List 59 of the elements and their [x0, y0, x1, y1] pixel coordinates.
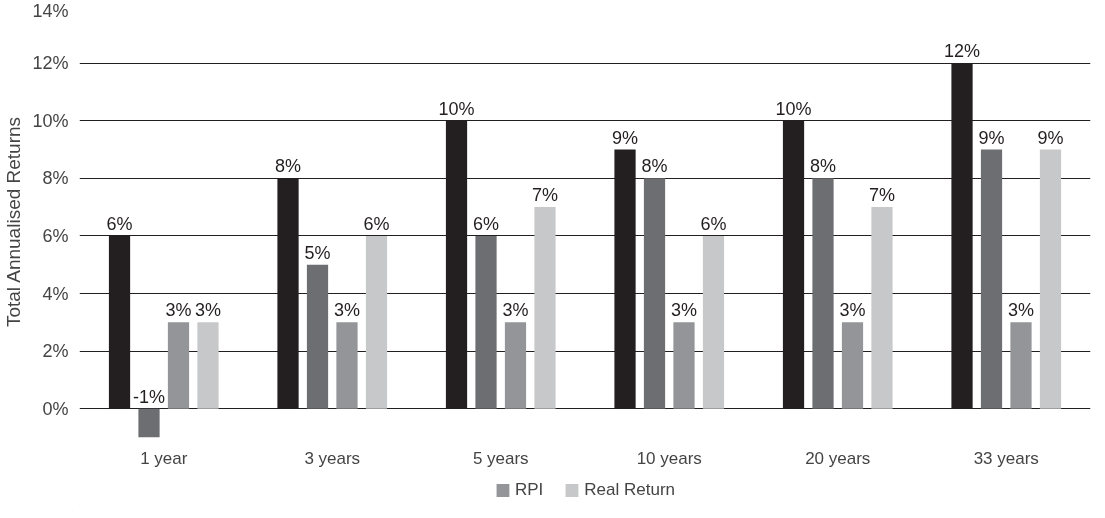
- data-label: 12%: [944, 41, 981, 62]
- bar: [336, 322, 358, 409]
- x-tick-label: 5 years: [472, 448, 529, 468]
- bar: [365, 235, 388, 409]
- y-tick-label: 2%: [42, 341, 69, 362]
- bar: [702, 235, 725, 409]
- data-label: 10%: [438, 98, 475, 119]
- legend-label: RPI: [514, 480, 544, 500]
- data-label: 3%: [839, 300, 866, 321]
- data-label: 3%: [194, 300, 221, 321]
- data-label: 6%: [700, 213, 727, 234]
- data-label: 3%: [502, 300, 529, 321]
- x-tick-label: 3 years: [304, 448, 361, 468]
- y-axis-title: Total Annualised Returns: [3, 116, 25, 328]
- data-label: 8%: [275, 156, 302, 177]
- data-label: 8%: [810, 156, 837, 177]
- bar: [306, 264, 329, 409]
- data-label: 7%: [868, 185, 895, 206]
- y-tick-label: 14%: [32, 0, 69, 21]
- bar: [197, 322, 219, 409]
- bar: [643, 178, 666, 409]
- data-label: 3%: [1007, 300, 1034, 321]
- y-tick-label: 12%: [32, 53, 69, 74]
- x-tick-label: 33 years: [973, 448, 1039, 468]
- data-label: 3%: [165, 300, 192, 321]
- bar: [673, 322, 695, 409]
- data-label: 3%: [670, 300, 697, 321]
- y-tick-label: 10%: [32, 110, 69, 131]
- data-label: -1%: [133, 386, 166, 407]
- data-label: 6%: [363, 213, 390, 234]
- bar: [534, 207, 556, 409]
- x-tick-label: 20 years: [805, 448, 871, 468]
- data-label: 10%: [775, 98, 812, 119]
- x-tick-label: 10 years: [636, 448, 702, 468]
- data-label: 6%: [106, 213, 133, 234]
- y-tick-label: 8%: [42, 168, 69, 189]
- data-label: 9%: [1037, 127, 1064, 148]
- data-label: 3%: [333, 300, 360, 321]
- bar: [138, 408, 160, 438]
- data-label: 9%: [612, 127, 639, 148]
- bar: [980, 149, 1003, 409]
- y-tick-label: 6%: [42, 225, 69, 246]
- data-label: 5%: [304, 242, 331, 263]
- data-label: 8%: [641, 156, 668, 177]
- bar: [1010, 322, 1032, 409]
- y-tick-label: 4%: [42, 283, 69, 304]
- bar: [841, 322, 864, 409]
- y-tick-label: 0%: [42, 398, 69, 419]
- bar: [812, 178, 834, 409]
- data-label: 6%: [473, 213, 500, 234]
- bar: [1039, 149, 1062, 409]
- bar: [475, 235, 497, 409]
- x-tick-label: 1 year: [140, 448, 188, 468]
- bar: [871, 207, 893, 409]
- bar: [504, 322, 527, 409]
- legend-label: Real Return: [584, 480, 676, 500]
- data-label: 9%: [978, 127, 1005, 148]
- data-label: 7%: [531, 185, 558, 206]
- bar: [167, 322, 190, 409]
